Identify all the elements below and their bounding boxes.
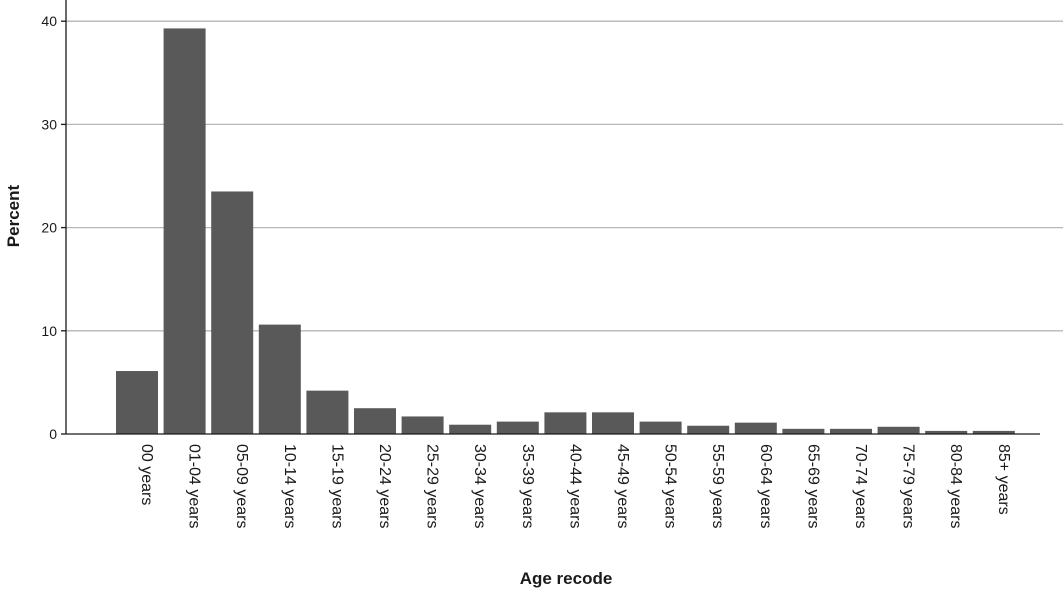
bar [258, 324, 301, 434]
x-tick-label: 45-49 years [614, 444, 631, 529]
x-tick-label: 30-34 years [471, 444, 488, 529]
x-tick-label: 85+ years [995, 444, 1012, 515]
bar [639, 421, 682, 434]
y-tick-label: 20 [41, 220, 57, 236]
bars [116, 28, 1015, 434]
x-tick-label: 75-79 years [900, 444, 917, 529]
bar [306, 390, 349, 434]
x-tick-label: 00 years [138, 444, 155, 505]
bar [211, 191, 254, 434]
x-tick-label: 70-74 years [852, 444, 869, 529]
x-tick-label: 15-19 years [328, 444, 345, 529]
bar [116, 371, 158, 434]
bar [734, 422, 777, 434]
bar [972, 430, 1015, 434]
axes [61, 0, 1040, 435]
x-tick-label: 01-04 years [186, 444, 203, 529]
bar [925, 430, 968, 434]
bar [782, 428, 825, 434]
y-tick-label: 40 [41, 13, 57, 29]
x-tick-label: 50-54 years [662, 444, 679, 529]
x-tick-label: 10-14 years [281, 444, 298, 529]
y-axis-title: Percent [4, 184, 23, 247]
x-tick-label: 05-09 years [233, 444, 250, 529]
x-tick-label: 60-64 years [757, 444, 774, 529]
x-tick-label: 80-84 years [947, 444, 964, 529]
bar [449, 424, 492, 434]
y-tick-label: 0 [49, 426, 57, 442]
y-tick-label: 10 [41, 323, 57, 339]
bar [830, 428, 872, 434]
bar [687, 425, 730, 434]
y-tick-labels: 0 10 20 30 40 [41, 13, 57, 442]
x-tick-labels: 00 years 01-04 years 05-09 years 10-14 year… [138, 444, 1012, 529]
x-tick-label: 25-29 years [424, 444, 441, 529]
bar [544, 412, 587, 434]
x-tick-label: 65-69 years [804, 444, 821, 529]
x-tick-label: 20-24 years [376, 444, 393, 529]
x-axis-title: Age recode [520, 569, 613, 588]
bar [592, 412, 634, 434]
x-tick-label: 40-44 years [566, 444, 583, 529]
bar [496, 421, 539, 434]
y-tick-label: 30 [41, 116, 57, 132]
x-tick-label: 35-39 years [519, 444, 536, 529]
bar [163, 28, 206, 434]
x-tick-label: 55-59 years [709, 444, 726, 529]
bar [354, 408, 396, 434]
bar [877, 426, 920, 434]
bar [401, 416, 444, 434]
